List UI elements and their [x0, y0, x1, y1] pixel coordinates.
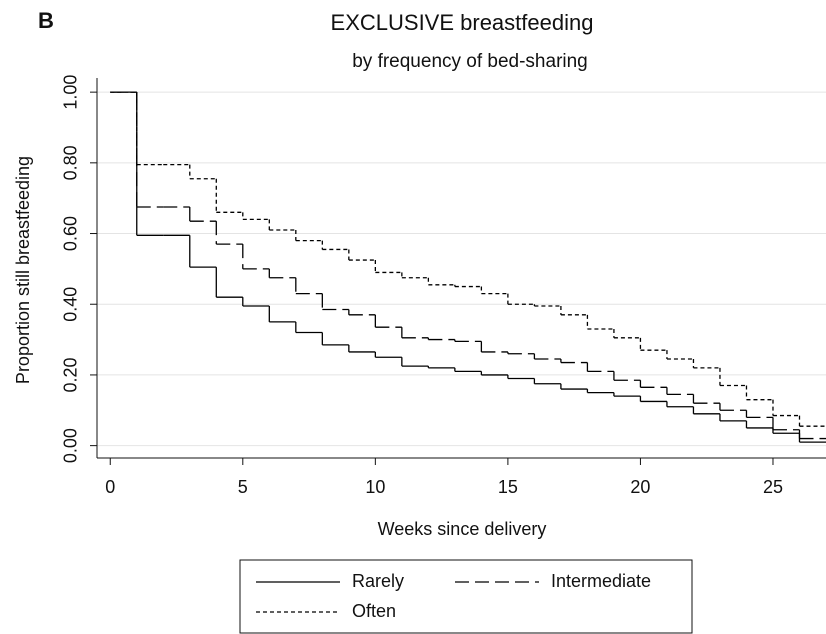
x-tick-label: 15 — [498, 477, 518, 497]
y-tick-label: 0.80 — [61, 145, 81, 180]
panel-label: B — [38, 8, 54, 33]
x-tick-label: 20 — [630, 477, 650, 497]
legend-box — [239, 559, 693, 634]
x-tick-label: 0 — [105, 477, 115, 497]
legend-label: Rarely — [352, 571, 404, 591]
y-tick-label: 0.20 — [61, 357, 81, 392]
y-tick-label: 0.40 — [61, 287, 81, 322]
y-tick-label: 1.00 — [61, 75, 81, 110]
x-tick-label: 5 — [238, 477, 248, 497]
legend-label: Often — [352, 601, 396, 621]
y-tick-label: 0.60 — [61, 216, 81, 251]
y-tick-label: 0.00 — [61, 428, 81, 463]
chart-title: EXCLUSIVE breastfeeding — [331, 10, 594, 35]
x-axis-label: Weeks since delivery — [378, 519, 547, 539]
x-tick-label: 25 — [763, 477, 783, 497]
chart-subtitle: by frequency of bed-sharing — [352, 51, 588, 72]
y-axis-label: Proportion still breastfeeding — [13, 156, 33, 384]
legend-label: Intermediate — [551, 571, 651, 591]
x-tick-label: 10 — [365, 477, 385, 497]
